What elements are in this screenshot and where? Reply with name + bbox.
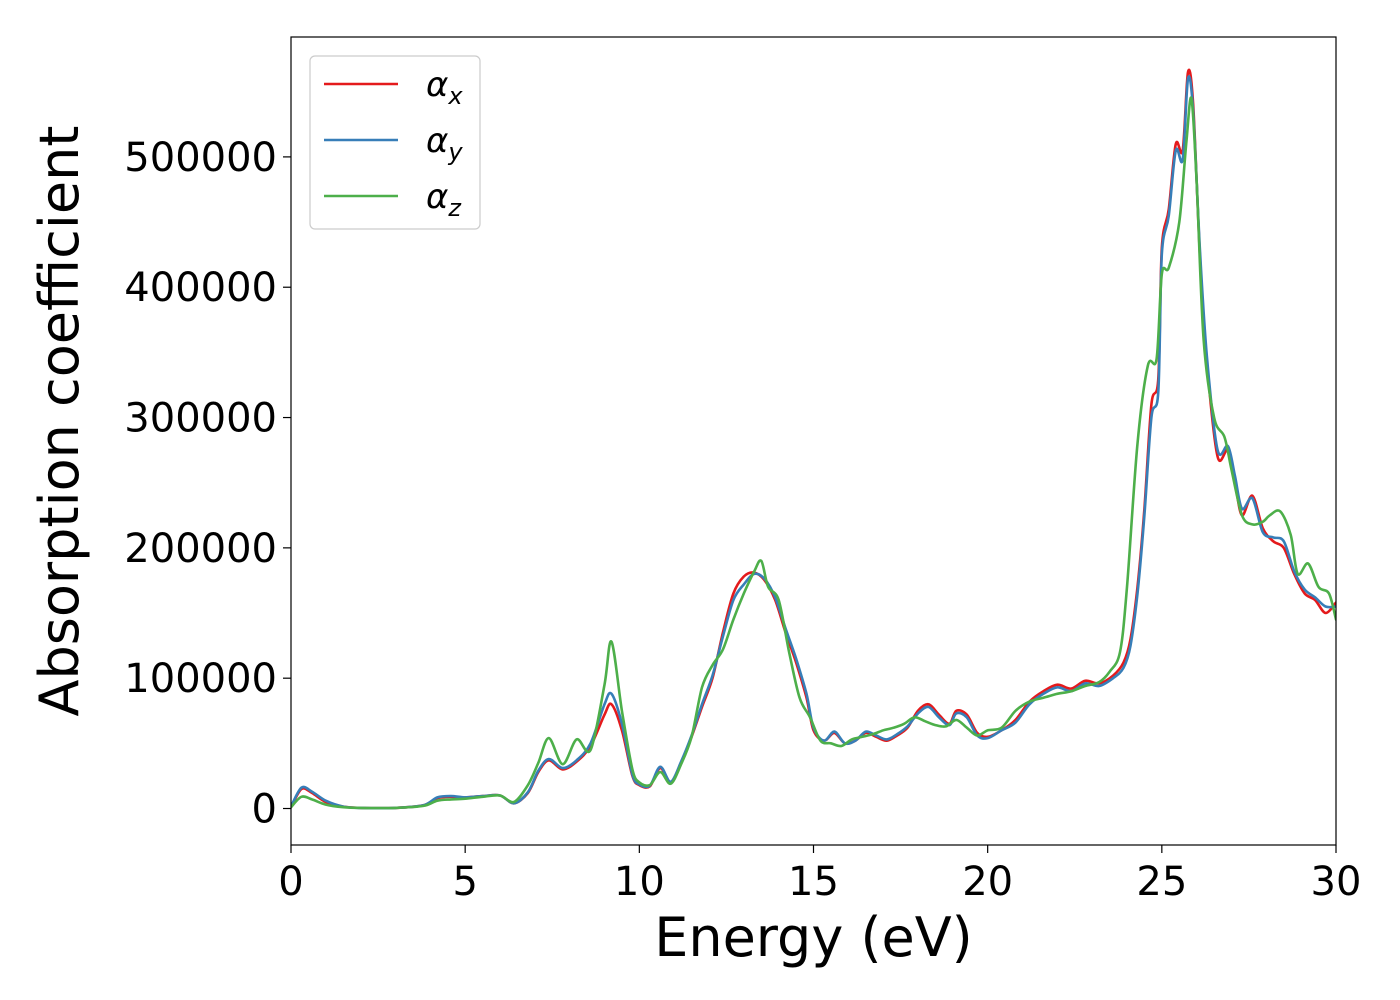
legend-label-symbol: α	[426, 177, 448, 217]
x-tick-label: 0	[278, 859, 303, 905]
y-axis-ticks: 0 100000 200000 300000 400000 500000	[124, 135, 291, 833]
legend-label-subscript: x	[447, 82, 463, 110]
legend-label-symbol: α	[426, 65, 448, 105]
series-layer	[291, 68, 1336, 810]
x-tick-label: 15	[788, 859, 839, 905]
series-line-z	[291, 96, 1336, 810]
x-tick-label: 10	[614, 859, 665, 905]
y-axis-label: Absorption coefficient	[28, 126, 91, 717]
legend-label-x: αx	[426, 65, 463, 110]
x-axis-label: Energy (eV)	[654, 906, 973, 969]
y-tick-label: 400000	[124, 265, 277, 311]
y-tick-label: 500000	[124, 135, 277, 181]
legend-label-y: αy	[426, 121, 463, 166]
x-tick-label: 30	[1311, 859, 1362, 905]
x-tick-label: 25	[1136, 859, 1187, 905]
y-tick-label: 100000	[124, 656, 277, 702]
y-tick-label: 0	[252, 787, 277, 833]
legend-label-subscript: z	[447, 194, 462, 222]
legend-box	[309, 55, 481, 230]
legend-label-subscript: y	[447, 138, 463, 166]
legend-label-z: αz	[426, 177, 462, 222]
x-axis-ticks: 0 5 10 15 20 25 30	[278, 845, 1361, 905]
x-tick-label: 20	[962, 859, 1013, 905]
x-tick-label: 5	[452, 859, 477, 905]
y-tick-label: 200000	[124, 526, 277, 572]
y-tick-label: 300000	[124, 396, 277, 442]
legend-label-symbol: α	[426, 121, 448, 161]
